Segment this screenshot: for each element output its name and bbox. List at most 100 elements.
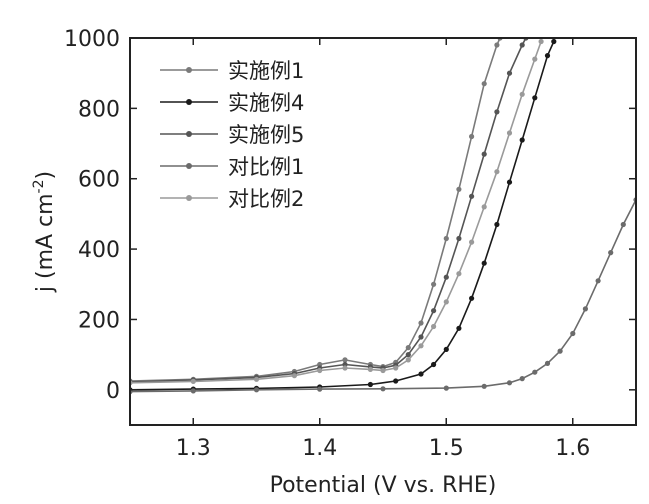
series-1-point	[418, 320, 424, 326]
y-tick-label: 1000	[64, 27, 120, 52]
series-2-point	[469, 295, 475, 301]
series-1-point	[405, 345, 411, 351]
plot-frame	[129, 37, 637, 426]
series-line-3	[130, 38, 527, 383]
series-4-point	[620, 221, 626, 228]
series-2-point	[494, 221, 500, 228]
series-layer	[130, 38, 636, 395]
series-4-point	[532, 369, 538, 375]
series-3-point	[519, 42, 525, 48]
legend-label: 实施例4	[228, 91, 304, 115]
series-5-point	[367, 366, 373, 372]
series-5-point	[317, 367, 323, 374]
series-3-point	[456, 235, 462, 242]
series-5-point	[456, 271, 462, 277]
series-line-1	[130, 38, 501, 382]
series-5-point	[494, 169, 500, 175]
series-5-point	[519, 91, 525, 97]
y-axis-title-superscript: -2	[31, 179, 47, 193]
y-tick-label: 200	[78, 308, 120, 333]
series-line-5	[130, 41, 542, 384]
legend-label: 实施例1	[228, 59, 304, 83]
legend-swatch-marker	[186, 163, 192, 169]
series-4-point	[506, 380, 513, 386]
y-tick-label: 400	[78, 238, 120, 263]
y-tick-label: 0	[106, 379, 120, 404]
legend-swatch-marker	[186, 67, 192, 73]
series-2-point	[532, 95, 538, 101]
series-5-point	[481, 204, 487, 210]
series-1-point	[456, 186, 462, 192]
y-axis-title: j (mA cm-2)	[31, 171, 58, 293]
series-5-point	[443, 299, 449, 305]
y-tick-label: 800	[78, 97, 120, 122]
series-5-point	[342, 365, 348, 371]
series-5-point	[405, 357, 411, 363]
series-5-point	[418, 343, 424, 349]
series-5-point	[380, 367, 386, 374]
series-5-point	[532, 56, 538, 62]
series-3-point	[443, 274, 449, 280]
legend-swatch-marker	[186, 195, 192, 201]
series-5-point	[190, 378, 196, 384]
series-5-point	[506, 130, 513, 136]
series-1-point	[342, 357, 348, 363]
series-2-point	[551, 38, 557, 45]
series-2-point	[418, 371, 424, 377]
legend: 实施例1 实施例4 实施例5 对比例1 对比例2	[160, 59, 304, 211]
series-5-point	[431, 323, 437, 330]
y-axis-title-close: )	[33, 171, 58, 180]
series-2-point	[443, 346, 449, 352]
series-line-4	[130, 199, 636, 393]
legend-swatch-marker	[186, 131, 192, 137]
series-2-point	[431, 361, 437, 368]
series-2-point	[544, 53, 551, 59]
series-1-point	[443, 235, 449, 242]
series-4-point	[253, 387, 260, 393]
x-tick-label: 1.6	[555, 436, 590, 461]
series-4-point	[557, 348, 563, 354]
x-axis-title: Potential (V vs. RHE)	[270, 473, 497, 498]
series-4-point	[608, 250, 614, 256]
series-3-point	[494, 109, 500, 115]
series-4-point	[570, 330, 576, 337]
series-4-point	[481, 383, 487, 389]
series-1-point	[431, 281, 437, 287]
series-2-point	[519, 137, 525, 143]
series-2-point	[506, 179, 513, 185]
series-line-2	[130, 41, 555, 391]
series-2-point	[393, 378, 399, 384]
y-tick-label: 600	[78, 168, 120, 193]
legend-label: 对比例1	[228, 155, 304, 179]
series-2-point	[481, 260, 487, 266]
series-4-point	[317, 386, 323, 392]
series-4-point	[582, 306, 589, 312]
legend-label: 对比例2	[228, 187, 304, 211]
series-5-point	[469, 239, 475, 245]
series-5-point	[291, 373, 297, 379]
series-4-point	[190, 388, 196, 394]
series-1-point	[494, 42, 500, 48]
series-4-point	[595, 278, 601, 284]
series-3-point	[506, 70, 513, 76]
legend-swatch-marker	[186, 99, 192, 105]
legend-label: 实施例5	[228, 123, 304, 147]
series-5-point	[253, 376, 260, 382]
series-2-point	[367, 381, 373, 388]
x-tick-label: 1.4	[302, 436, 337, 461]
series-4-point	[519, 376, 525, 382]
series-1-point	[481, 81, 487, 87]
x-tick-label: 1.3	[176, 436, 211, 461]
x-tick-label: 1.5	[429, 436, 464, 461]
series-4-point	[443, 385, 449, 391]
series-3-point	[405, 352, 411, 358]
series-4-point	[380, 386, 386, 392]
series-5-point	[393, 365, 399, 371]
series-2-point	[456, 325, 462, 331]
series-5-point	[538, 38, 544, 45]
series-3-point	[418, 334, 424, 340]
ticks-layer: 1.3 1.4 1.5 1.6 0 200 400 600 800 1000	[64, 27, 636, 461]
y-axis-title-main: j (mA cm	[33, 193, 58, 293]
series-3-point	[431, 308, 437, 314]
